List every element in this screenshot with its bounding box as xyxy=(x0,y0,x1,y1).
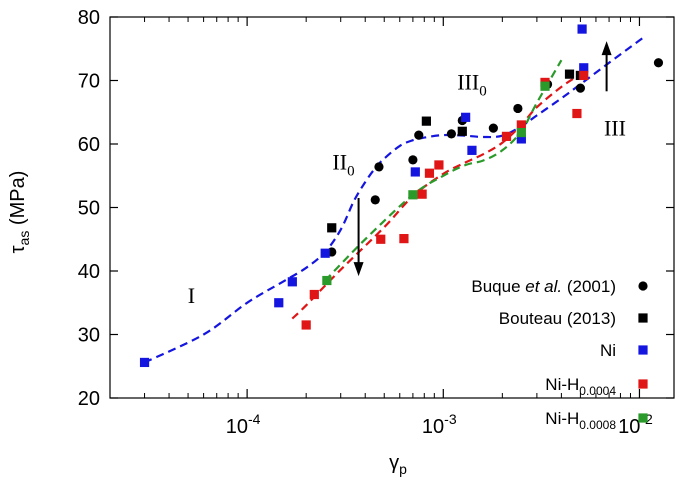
y-tick-label: 20 xyxy=(78,388,100,410)
point-nih8 xyxy=(516,127,526,138)
point-nih4 xyxy=(501,131,512,141)
point-ni xyxy=(410,167,420,177)
point-ni xyxy=(516,134,526,144)
point-buque xyxy=(575,83,586,93)
point-nih8 xyxy=(408,190,418,200)
point-nih4 xyxy=(399,234,409,244)
point-nih4 xyxy=(434,160,444,170)
point-ni xyxy=(139,357,150,368)
legend: Buque et al. (2001) Bouteau (2013) Ni Ni-H0… xyxy=(471,277,648,432)
point-buque xyxy=(414,130,424,140)
fit-line-nih4 xyxy=(291,73,582,320)
point-ni xyxy=(320,248,330,258)
legend-marker-bouteau xyxy=(638,313,648,323)
legend-marker-nih8 xyxy=(638,413,648,423)
point-nih4 xyxy=(516,120,526,130)
point-bouteau xyxy=(564,69,575,79)
point-ni xyxy=(274,298,284,308)
y-tick-label: 30 xyxy=(78,325,100,347)
point-buque xyxy=(374,162,384,172)
point-nih4 xyxy=(301,320,311,330)
point-bouteau xyxy=(327,223,337,233)
plot-frame xyxy=(109,16,675,399)
label-III0: III0 xyxy=(457,69,486,99)
point-buque xyxy=(370,195,380,205)
point-nih8 xyxy=(322,275,332,286)
legend-label-bouteau: Bouteau (2013) xyxy=(499,309,616,328)
y-tick-label: 80 xyxy=(78,7,100,29)
point-nih4 xyxy=(579,70,589,81)
y-tick-label: 40 xyxy=(78,261,100,283)
legend-marker-nih4 xyxy=(638,379,648,389)
fit-line-nih8 xyxy=(324,59,563,282)
point-buque xyxy=(513,103,523,114)
point-ni xyxy=(579,63,589,73)
y-tick-label: 60 xyxy=(78,134,100,156)
point-nih8 xyxy=(540,81,550,91)
point-nih4 xyxy=(417,189,427,199)
point-bouteau xyxy=(421,116,431,126)
point-ni xyxy=(577,24,587,34)
label-I: I xyxy=(188,283,195,308)
arrow-down-head xyxy=(353,262,364,277)
legend-marker-buque xyxy=(638,281,648,291)
x-axis-label: γp xyxy=(389,452,407,477)
legend-label-nih4: Ni-H0.0004 xyxy=(545,375,616,398)
fit-line-ni xyxy=(144,36,645,364)
y-axis-label: τas (MPa) xyxy=(7,171,32,254)
legend-marker-ni xyxy=(638,345,648,355)
y-tick-label: 50 xyxy=(78,198,100,220)
point-nih4 xyxy=(376,234,386,244)
x-tick-label: 10-4 xyxy=(226,411,261,438)
point-buque xyxy=(446,129,457,139)
legend-label-nih8: Ni-H0.0008 xyxy=(545,409,616,432)
point-ni xyxy=(461,112,471,122)
label-III: III xyxy=(604,116,626,141)
point-bouteau xyxy=(457,126,467,136)
x-tick-label: 10-3 xyxy=(422,411,457,438)
legend-label-ni: Ni xyxy=(600,341,616,360)
point-buque xyxy=(488,123,498,133)
y-tick-label: 70 xyxy=(78,71,100,93)
point-ni xyxy=(467,145,477,155)
point-nih4 xyxy=(424,168,435,178)
x-tick-label: 10-2 xyxy=(618,411,653,438)
data-points xyxy=(139,24,664,368)
point-nih4 xyxy=(309,289,319,300)
arrow-up-head xyxy=(601,41,612,56)
point-nih4 xyxy=(572,108,582,119)
point-buque xyxy=(408,155,418,165)
point-ni xyxy=(287,277,297,287)
fit-lines xyxy=(144,36,645,364)
axis-ticks: 20 30 40 50 60 70 80 10-4 10-3 10-2 xyxy=(78,7,674,438)
legend-label-buque: Buque et al. (2001) xyxy=(471,277,616,296)
point-buque xyxy=(653,58,664,68)
label-II0: II0 xyxy=(332,149,354,179)
